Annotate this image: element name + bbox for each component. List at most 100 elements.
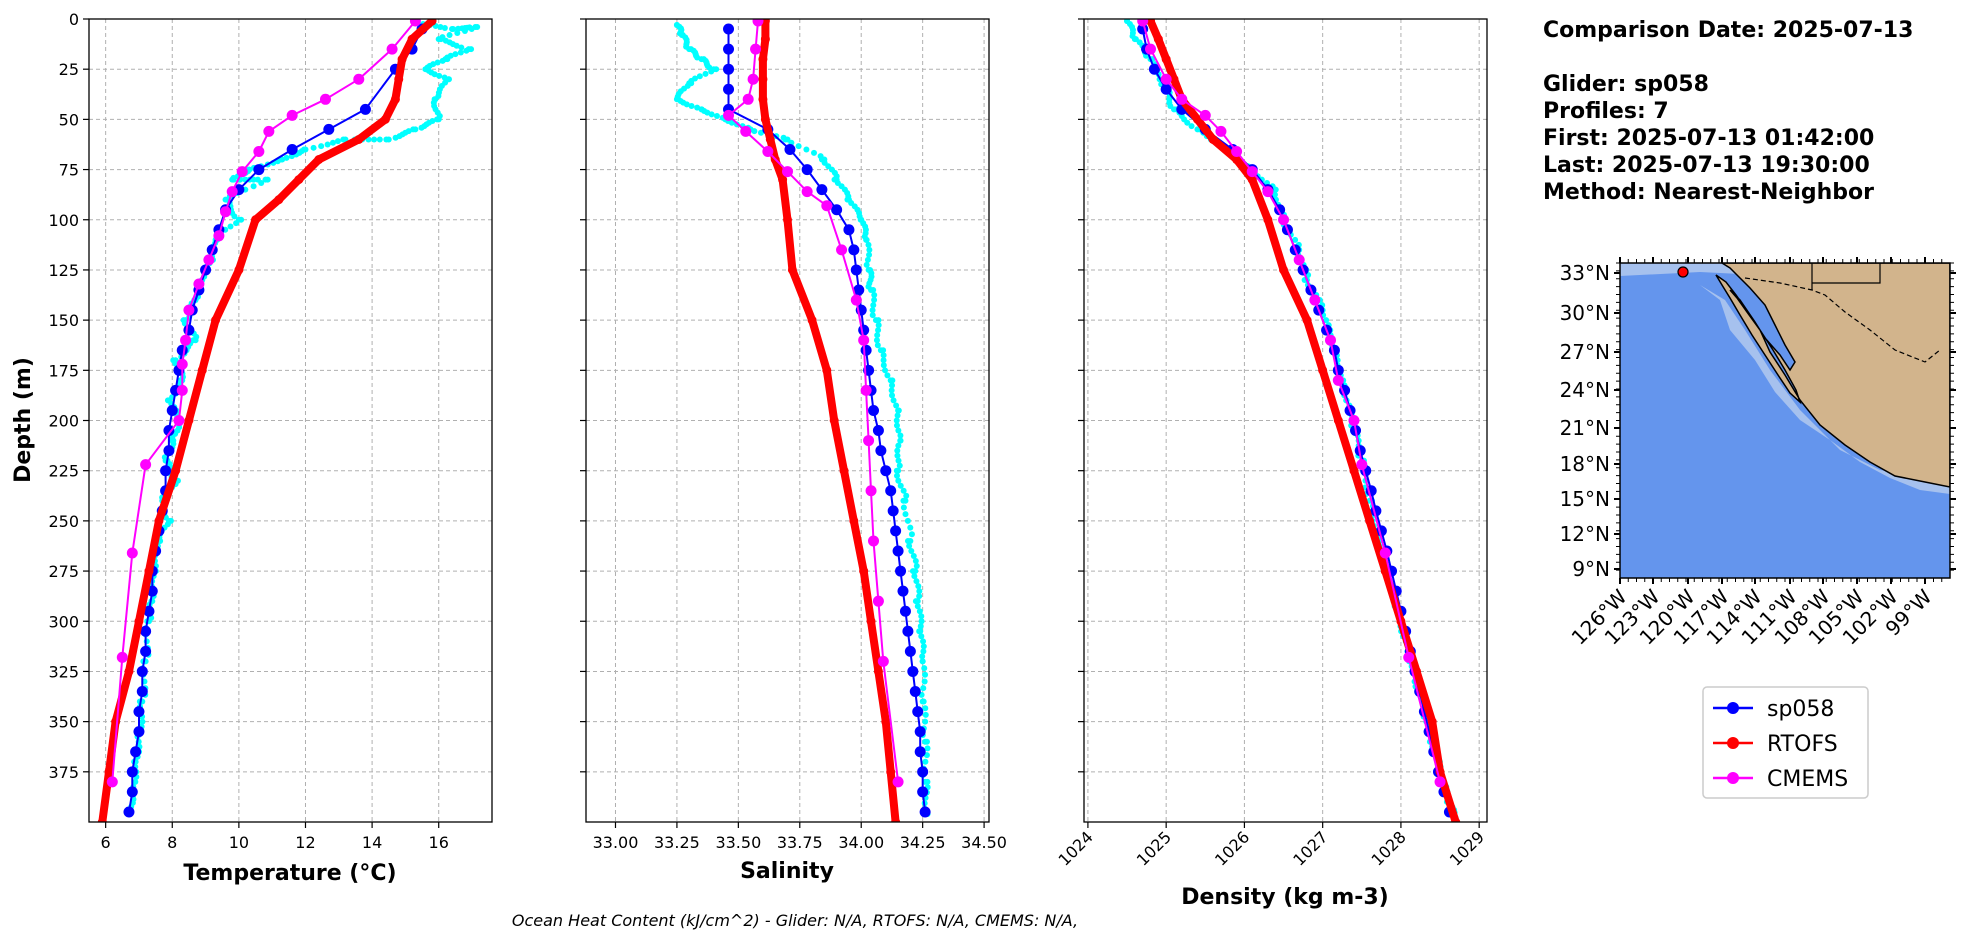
data-point-rtofs xyxy=(1333,416,1343,425)
scatter-point xyxy=(376,136,383,143)
grid-sal xyxy=(586,18,989,822)
data-point-sp058 xyxy=(166,404,178,416)
scatter-point xyxy=(227,223,234,230)
data-point-sp058 xyxy=(133,726,145,738)
data-point-sp058 xyxy=(843,224,855,236)
data-point-rtofs xyxy=(354,134,364,144)
line-cmems xyxy=(1137,19,1446,788)
scatter-point xyxy=(920,648,927,655)
map-state-line xyxy=(1811,263,1881,290)
scatter-point xyxy=(858,216,865,223)
line-rtofs xyxy=(1146,19,1461,822)
data-point-rtofs xyxy=(891,817,901,822)
scatter-point xyxy=(893,402,900,409)
scatter-point xyxy=(921,678,928,685)
scatter-point xyxy=(914,598,921,605)
data-point-rtofs xyxy=(783,215,792,225)
scatter-point xyxy=(897,482,904,489)
scatter-point xyxy=(833,176,840,183)
data-point-sp058 xyxy=(1332,364,1344,376)
line-sp058 xyxy=(723,23,931,818)
scatter-point xyxy=(713,113,720,120)
lat-label: 18°N xyxy=(1560,452,1610,476)
data-point-sp058 xyxy=(1328,344,1340,356)
data-point-cmems xyxy=(353,73,365,85)
temperature-panel: 6 8 10 12 14 16 0 25 50 75 100 125 150 175 200 225 250 27… xyxy=(48,10,493,852)
x-tick-label: 12 xyxy=(295,833,315,852)
data-point-rtofs xyxy=(134,616,144,626)
data-point-rtofs xyxy=(1427,717,1437,727)
legend-item-rtofs: RTOFS xyxy=(1713,732,1838,757)
data-point-cmems xyxy=(858,334,870,346)
scatter-point xyxy=(917,623,924,630)
data-point-cmems xyxy=(386,43,398,55)
data-point-sp058 xyxy=(899,605,911,617)
data-point-rtofs xyxy=(407,34,417,44)
temperature-axis-label: Temperature (°C) xyxy=(183,861,396,886)
scatter-point xyxy=(918,633,925,640)
scatter-point xyxy=(446,32,453,39)
salinity-axis-label: Salinity xyxy=(740,859,834,884)
scatter-point xyxy=(710,66,717,73)
scatter-point xyxy=(318,143,325,150)
scatter-point xyxy=(903,492,910,499)
scatter-point xyxy=(1124,19,1131,25)
legend-marker-sp058 xyxy=(1727,702,1739,714)
data-point-sp058 xyxy=(176,344,188,356)
scatter-point xyxy=(1272,186,1279,193)
data-point-rtofs xyxy=(294,175,304,185)
data-point-sp058 xyxy=(163,425,175,437)
data-point-rtofs xyxy=(197,365,207,375)
scatter-point xyxy=(906,542,913,549)
scatter-point xyxy=(258,179,265,186)
data-point-rtofs xyxy=(1169,74,1179,84)
scatter-point xyxy=(458,44,465,51)
scatter-point xyxy=(889,382,896,389)
map-ticks: 33°N30°N27°N24°N21°N18°N15°N12°N9°N126°W… xyxy=(1560,257,1956,650)
data-point-cmems xyxy=(821,200,833,212)
data-point-sp058 xyxy=(880,465,892,477)
scatter-point xyxy=(913,563,920,570)
data-point-cmems xyxy=(1324,334,1336,346)
data-point-cmems xyxy=(801,186,813,198)
scatter-point xyxy=(431,71,438,78)
data-point-rtofs xyxy=(866,616,876,626)
data-point-rtofs xyxy=(1146,19,1156,26)
y-tick-label: 150 xyxy=(48,311,79,330)
data-point-cmems xyxy=(762,145,774,157)
scatter-point xyxy=(871,292,878,299)
data-point-sp058 xyxy=(890,525,902,537)
x-tick-label: 34.50 xyxy=(961,833,1007,852)
scatter-point xyxy=(139,718,146,725)
data-point-rtofs xyxy=(1279,265,1289,275)
x-tick-label: 1029 xyxy=(1446,827,1488,869)
depth-axis-label: Depth (m) xyxy=(11,357,36,483)
scatter-point xyxy=(262,176,269,183)
scatter-point xyxy=(1194,126,1201,133)
data-point-rtofs xyxy=(839,466,849,476)
scatter-point xyxy=(895,442,902,449)
scatter-point xyxy=(871,297,878,304)
data-point-sp058 xyxy=(848,244,860,256)
data-point-rtofs xyxy=(251,215,261,225)
data-point-rtofs xyxy=(778,175,788,185)
data-point-rtofs xyxy=(758,74,768,84)
data-point-sp058 xyxy=(136,665,148,677)
data-point-sp058 xyxy=(723,23,735,35)
scatter-point xyxy=(334,138,341,145)
scatter-point xyxy=(231,213,238,220)
scatter-point xyxy=(702,70,709,77)
data-point-sp058 xyxy=(868,404,880,416)
legend-marker-cmems xyxy=(1727,772,1739,784)
series-line-rtofs xyxy=(98,19,435,822)
scatter-point xyxy=(696,73,703,80)
grid-temp xyxy=(89,18,492,822)
data-point-rtofs xyxy=(274,195,284,205)
scatter-point xyxy=(422,66,429,73)
legend-label-rtofs: RTOFS xyxy=(1767,732,1838,757)
data-point-cmems xyxy=(1160,73,1172,85)
scatter-point xyxy=(893,417,900,424)
scatter-point xyxy=(132,778,139,785)
data-point-sp058 xyxy=(872,425,884,437)
x-tick-label: 34.25 xyxy=(900,833,946,852)
